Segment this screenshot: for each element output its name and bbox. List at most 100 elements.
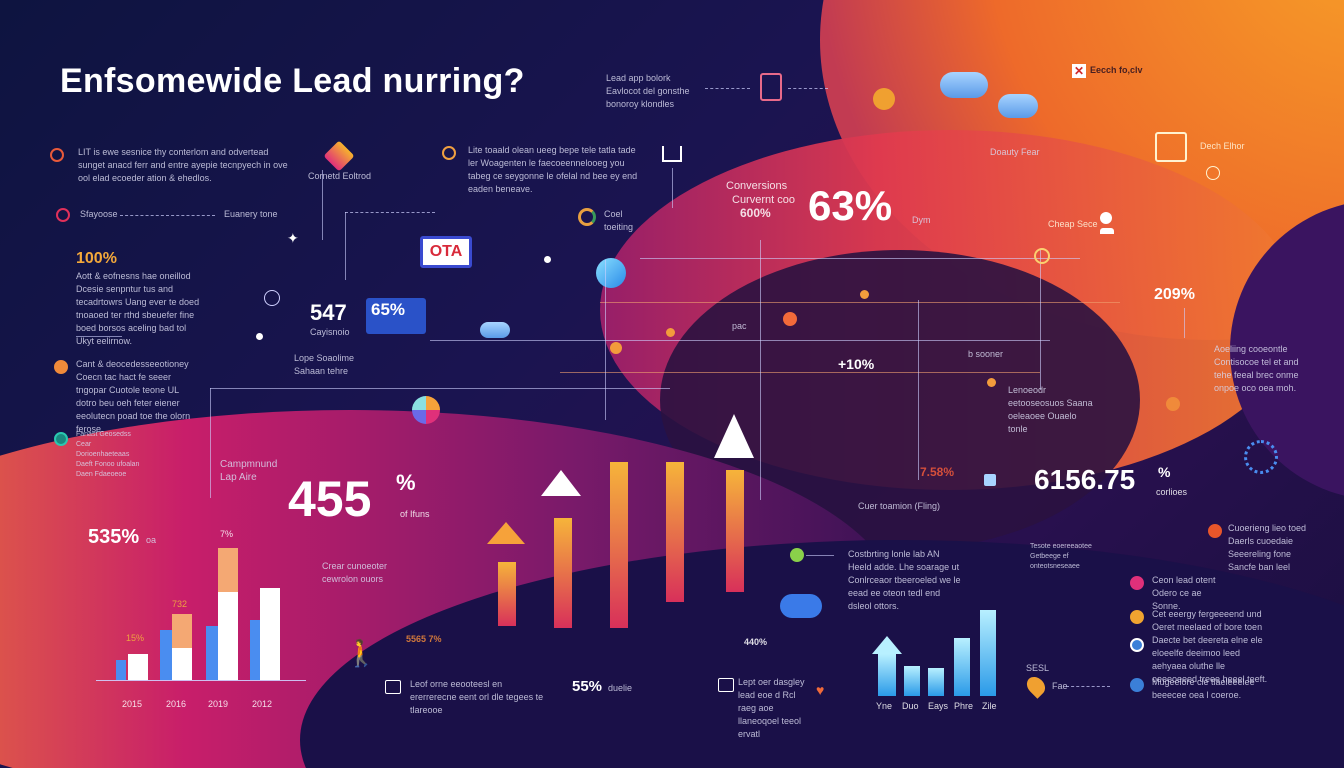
- mid-top-text: Lite toaald olean ueeg bepe tele tatla t…: [468, 145, 638, 194]
- conversions-sub: Curvernt coo: [732, 194, 795, 206]
- arrow-up-icon: [714, 414, 754, 458]
- stat-535: 535%: [88, 526, 140, 548]
- growth-bar: [666, 462, 684, 602]
- connector: [672, 168, 673, 208]
- cloud-label: Doauty Fear: [990, 147, 1040, 157]
- costbring-text: Costbrting lonle lab AN Heeld adde. Lhe …: [848, 549, 961, 611]
- stat-6156-pct: %: [1158, 464, 1171, 480]
- conversions-600: 600%: [740, 206, 771, 220]
- bottom-note-1: Leof orne eeooteesl en ererrerecne eent …: [410, 679, 544, 715]
- stat-plus-10: +10%: [838, 356, 875, 372]
- house-icon: [662, 146, 682, 162]
- lightbulb-icon: [264, 290, 280, 306]
- x-tick: Duo: [902, 701, 919, 711]
- google-icon: [578, 208, 596, 226]
- bar: [218, 548, 238, 592]
- cueor-label: Cuer toamion (Fling): [858, 501, 941, 511]
- play-icon[interactable]: [1166, 397, 1180, 411]
- person-icon: 🚶: [345, 638, 378, 668]
- bar: [206, 626, 218, 680]
- stat-65: 65%: [371, 300, 406, 319]
- stat-63: 63%: [808, 182, 893, 229]
- stat-100-text: Aott & eofnesns hae oneillod Dcesie senp…: [76, 271, 200, 346]
- info-icon: [1130, 678, 1144, 692]
- network-line: [210, 388, 211, 498]
- growth-bar: [498, 562, 516, 626]
- top-right-label: Eecch fo,clv: [1090, 65, 1143, 75]
- connector: [345, 212, 346, 280]
- chart-frame-icon: [1155, 132, 1187, 162]
- clock-icon: [1206, 166, 1220, 180]
- x-tick: 2019: [208, 699, 229, 709]
- growth-bar: [610, 462, 628, 628]
- network-line: [600, 302, 1120, 303]
- bar-annotation: 7%: [220, 529, 234, 539]
- compound-label: Campmnund Lap Aire: [220, 459, 278, 483]
- heart-icon: ♥: [816, 682, 825, 698]
- bar: [160, 630, 172, 680]
- help-icon: [442, 146, 456, 160]
- warning-icon: [1208, 524, 1222, 538]
- cloud-icon: [998, 94, 1038, 118]
- stat-6156-sub: corlioes: [1156, 487, 1188, 497]
- stat-455-sub: of Ifuns: [400, 509, 430, 519]
- shield-icon: [1130, 638, 1144, 652]
- folder-icon: [984, 474, 996, 486]
- lensaad-text: Lenoeodr eetooseosuos Saana oeleaoee Oua…: [1008, 385, 1093, 434]
- bar: [172, 614, 192, 648]
- cube-icon: [323, 140, 355, 172]
- arrow-up-icon: [487, 522, 525, 544]
- connector: [806, 555, 834, 556]
- cloud-icon: [940, 72, 988, 98]
- arrow-up-icon: [541, 470, 581, 496]
- fae-label: Fae: [1052, 681, 1068, 691]
- header-note-line: Eavlocot del gonsthe: [606, 86, 690, 96]
- refresh-icon: [54, 432, 68, 446]
- growth-bar: [554, 518, 572, 628]
- network-line: [560, 372, 1040, 373]
- stat-209: 209%: [1154, 286, 1195, 303]
- sfayoose-label: Sfayoose: [80, 209, 118, 219]
- network-line: [640, 258, 1080, 259]
- chat-icon: [54, 360, 68, 374]
- stat-547: 547: [310, 300, 347, 325]
- arrow-up-icon: [872, 636, 902, 654]
- connector: [1184, 308, 1185, 338]
- stat-6156: 6156.75: [1034, 464, 1136, 495]
- stat-440: 440%: [744, 637, 768, 647]
- chart-label: Dech Elhor: [1200, 141, 1245, 151]
- right-list-text: Cet eeergy fergeeeend und Oeret meelaed …: [1152, 609, 1263, 632]
- network-line: [605, 260, 606, 420]
- globe-icon: [596, 258, 626, 288]
- divider: [76, 336, 122, 337]
- bar: [128, 654, 148, 680]
- ota-badge[interactable]: OTA: [420, 236, 472, 268]
- chart-axis: [96, 680, 306, 681]
- stat-55: 55%: [572, 678, 603, 695]
- refresh-block-text: Fanast Geosedss Cear Dorioenhaeteaas Dae…: [76, 431, 140, 478]
- acelling-text: Aoeliing cooeontle Contisocoe tel et and…: [1214, 344, 1299, 393]
- cloud-icon: [780, 594, 822, 618]
- bar-chart-blue: [870, 600, 1010, 696]
- bar: [980, 610, 996, 696]
- network-line: [1040, 250, 1041, 390]
- stat-547-sub: Cayisnoio: [310, 327, 350, 337]
- connector: [705, 88, 750, 89]
- cornet-label: Cornetd Eoltrod: [308, 171, 372, 181]
- cheap-label: Cheap Sece: [1048, 219, 1098, 229]
- coin-icon: [1130, 610, 1144, 624]
- connector: [322, 170, 323, 240]
- left-block-text: LIT is ewe sesnice thy conterlom and odv…: [78, 147, 288, 183]
- close-icon[interactable]: ✕: [1072, 64, 1086, 78]
- right-list-text: Daecte bet deereta elne ele eloeelfe dee…: [1152, 635, 1268, 684]
- bar: [904, 666, 920, 696]
- bar-chart-years: [110, 540, 310, 680]
- doc-icon: [385, 680, 401, 694]
- connector: [120, 215, 215, 216]
- bar-annotation: 15%: [126, 633, 145, 643]
- page-title: Enfsomewide Lead nurring?: [60, 62, 525, 100]
- shield-icon: [56, 208, 70, 222]
- star-icon: [1130, 576, 1144, 590]
- bottom-note-2: Lept oer dasgley lead eoe d Rcl raeg aoe…: [738, 677, 805, 739]
- x-tick: Eays: [928, 701, 949, 711]
